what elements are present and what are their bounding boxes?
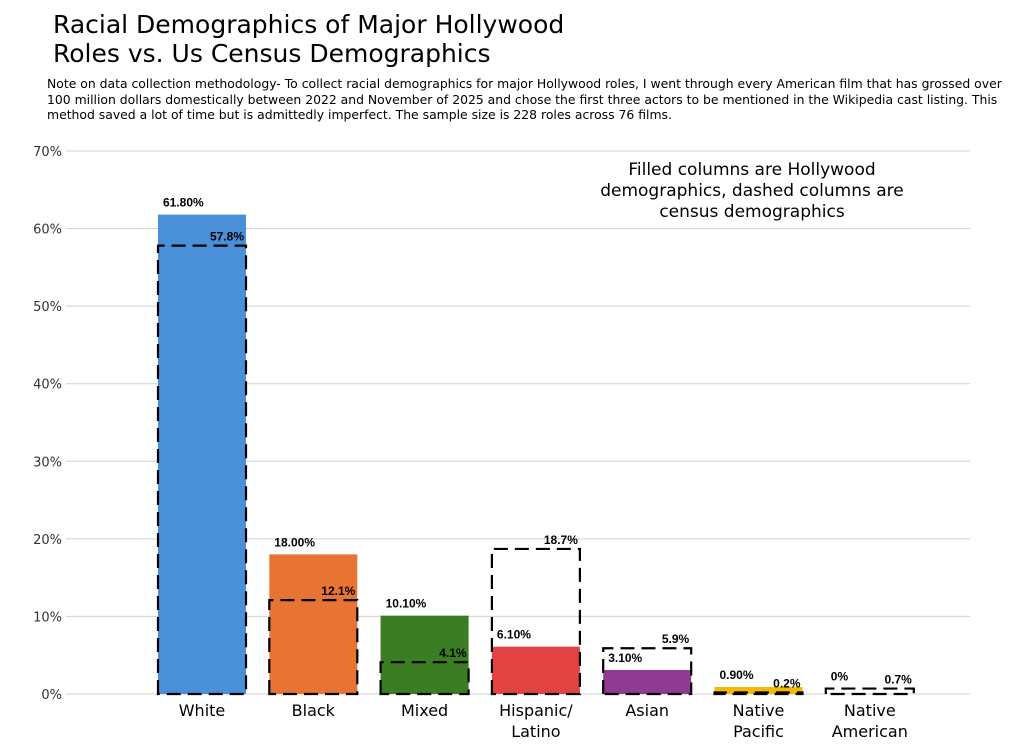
y-tick-label: 30% <box>33 455 62 470</box>
y-tick-label: 40% <box>33 378 62 393</box>
data-label-hollywood: 61.80% <box>163 196 204 210</box>
y-tick-label: 50% <box>33 300 62 315</box>
data-label-census: 12.1% <box>321 584 355 598</box>
data-label-hollywood: 0.90% <box>720 668 754 682</box>
bar-census <box>713 691 804 696</box>
x-tick-label: Mixed <box>401 701 448 720</box>
bar-hollywood <box>603 669 692 694</box>
chart-annotation: demographics, dashed columns are <box>600 181 904 201</box>
chart-subtitle: Note on data collection methodology- To … <box>47 76 1002 122</box>
bar-hollywood <box>491 646 580 694</box>
x-tick-label: White <box>179 701 226 720</box>
x-tick-label: Hispanic/ <box>499 701 573 720</box>
bar-census <box>156 244 248 696</box>
data-label-census: 0.7% <box>884 673 912 687</box>
bar-hollywood <box>158 214 246 694</box>
data-label-census: 57.8% <box>210 230 244 244</box>
bar-census <box>824 687 915 696</box>
data-label-hollywood: 3.10% <box>608 651 642 665</box>
data-label-hollywood: 6.10% <box>497 628 531 642</box>
x-tick-label: American <box>832 722 908 741</box>
y-tick-label: 60% <box>33 223 62 238</box>
data-label-census: 18.7% <box>544 533 578 547</box>
x-tick-label: Asian <box>625 701 669 720</box>
bar-census <box>490 547 581 696</box>
chart-annotation: census demographics <box>659 202 845 222</box>
data-label-hollywood: 18.00% <box>274 535 315 549</box>
y-tick-label: 70% <box>33 145 62 160</box>
data-label-census: 5.9% <box>662 632 690 646</box>
x-tick-label: Native <box>844 701 896 720</box>
bar-hollywood <box>714 687 803 694</box>
chart-title: Racial Demographics of Major Hollywood R… <box>53 10 565 68</box>
data-label-census: 4.1% <box>439 646 467 660</box>
x-tick-label: Native <box>733 701 785 720</box>
x-tick-label: Black <box>292 701 336 720</box>
bar-hollywood <box>380 615 469 694</box>
data-label-hollywood: 10.10% <box>386 597 427 611</box>
x-tick-label: Pacific <box>733 722 784 741</box>
bar-census <box>379 661 470 696</box>
x-tick-label: Latino <box>511 722 560 741</box>
bar-hollywood <box>269 554 358 694</box>
y-tick-label: 10% <box>33 610 62 625</box>
bar-census <box>268 599 359 696</box>
data-label-hollywood: 0% <box>831 670 849 684</box>
y-tick-label: 20% <box>33 533 62 548</box>
chart-annotation: Filled columns are Hollywood <box>628 160 875 180</box>
y-tick-label: 0% <box>41 688 62 703</box>
data-label-census: 0.2% <box>773 676 801 690</box>
bar-census <box>602 647 693 696</box>
